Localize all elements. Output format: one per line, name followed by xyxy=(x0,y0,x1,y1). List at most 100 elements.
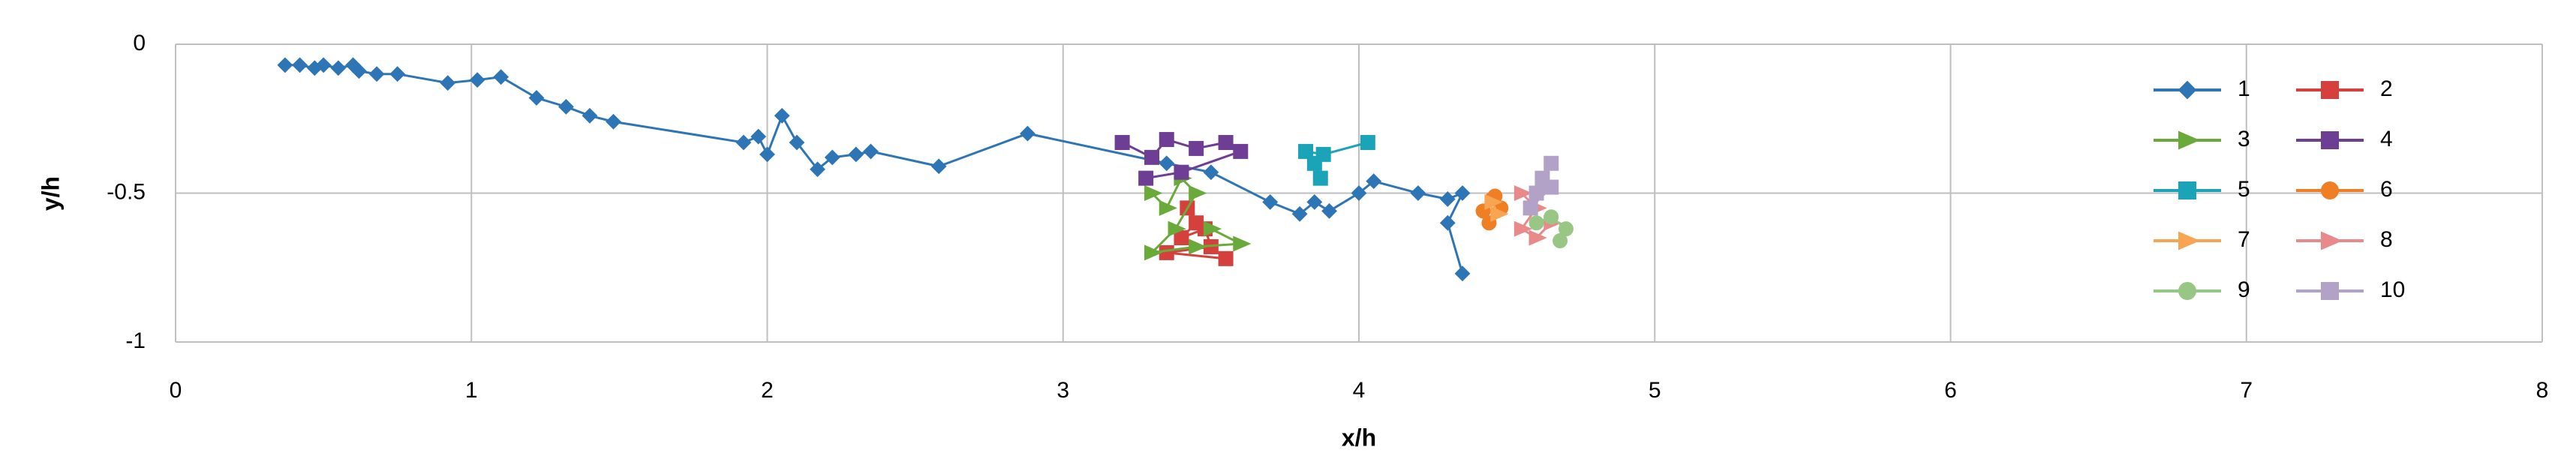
marker xyxy=(440,75,456,92)
marker xyxy=(1291,206,1308,222)
x-tick-label: 7 xyxy=(2240,378,2253,403)
marker xyxy=(1189,140,1204,156)
x-tick-label: 4 xyxy=(1353,378,1366,403)
marker xyxy=(848,146,864,163)
marker xyxy=(1168,220,1186,237)
marker xyxy=(1543,209,1559,225)
marker xyxy=(606,113,621,130)
y-axis-title: y/h xyxy=(37,176,64,211)
marker xyxy=(1513,220,1533,237)
legend-label: 10 xyxy=(2380,278,2405,302)
marker xyxy=(1138,170,1154,186)
marker xyxy=(1522,200,1538,216)
marker xyxy=(2321,131,2339,149)
marker xyxy=(1490,206,1509,222)
marker xyxy=(1218,250,1234,266)
marker xyxy=(1233,236,1252,252)
marker xyxy=(1174,230,1189,246)
marker xyxy=(2321,231,2343,250)
marker xyxy=(292,57,308,74)
y-tick-label: -0.5 xyxy=(107,179,146,204)
marker xyxy=(1410,185,1426,201)
marker xyxy=(1203,164,1219,181)
marker xyxy=(774,107,790,124)
marker xyxy=(1360,135,1375,151)
marker xyxy=(2178,80,2197,100)
marker xyxy=(277,57,293,74)
marker xyxy=(582,107,598,124)
legend-label: 8 xyxy=(2380,227,2393,252)
marker xyxy=(315,57,332,74)
legend-label: 3 xyxy=(2238,127,2250,152)
marker xyxy=(2178,282,2196,300)
x-tick-label: 1 xyxy=(465,378,478,403)
legend-label: 5 xyxy=(2238,177,2250,202)
marker xyxy=(493,69,509,86)
marker xyxy=(1020,125,1036,142)
x-tick-label: 3 xyxy=(1057,378,1069,403)
marker xyxy=(2178,130,2200,150)
series-line xyxy=(284,64,1465,274)
marker xyxy=(1262,194,1279,210)
x-tick-label: 0 xyxy=(170,378,182,403)
marker xyxy=(1189,238,1207,255)
marker xyxy=(2178,231,2200,250)
marker xyxy=(824,149,840,166)
legend-label: 7 xyxy=(2238,227,2250,252)
marker xyxy=(930,158,947,175)
marker xyxy=(330,60,347,76)
marker xyxy=(1144,149,1160,165)
marker xyxy=(1553,233,1568,249)
marker xyxy=(1144,244,1163,261)
marker xyxy=(1543,155,1559,171)
marker xyxy=(1174,164,1189,180)
marker xyxy=(1159,200,1177,216)
marker xyxy=(1298,143,1314,159)
marker xyxy=(1159,155,1175,172)
marker xyxy=(1366,173,1382,190)
y-tick-label: -1 xyxy=(125,328,146,353)
legend-label: 6 xyxy=(2380,177,2393,202)
marker xyxy=(558,98,574,115)
marker xyxy=(1233,143,1249,159)
marker xyxy=(351,63,367,80)
marker xyxy=(1439,214,1456,231)
marker xyxy=(1454,185,1471,201)
marker xyxy=(810,161,825,178)
marker xyxy=(2321,282,2339,300)
marker xyxy=(1312,170,1328,186)
y-tick-label: 0 xyxy=(133,31,146,56)
marker xyxy=(1159,132,1174,148)
legend-label: 2 xyxy=(2380,76,2393,101)
marker xyxy=(789,134,805,151)
marker xyxy=(1351,185,1367,201)
marker xyxy=(1439,191,1456,207)
x-tick-label: 5 xyxy=(1649,378,1661,403)
marker xyxy=(759,146,775,163)
marker xyxy=(469,72,485,88)
marker xyxy=(1513,184,1533,202)
marker xyxy=(1306,155,1322,171)
marker xyxy=(750,128,767,145)
marker xyxy=(2321,81,2339,99)
marker xyxy=(2178,182,2196,200)
legend-label: 4 xyxy=(2380,127,2393,152)
legend-label: 9 xyxy=(2238,278,2250,302)
marker xyxy=(1543,179,1559,195)
marker xyxy=(1528,185,1544,201)
marker xyxy=(735,134,752,151)
marker xyxy=(1321,202,1337,219)
x-tick-label: 8 xyxy=(2536,378,2549,403)
marker xyxy=(1114,135,1130,151)
marker xyxy=(1528,230,1547,246)
marker xyxy=(2321,182,2339,200)
marker xyxy=(368,66,385,82)
marker xyxy=(1454,266,1471,282)
marker xyxy=(1306,194,1323,210)
marker xyxy=(1189,184,1207,202)
marker xyxy=(863,143,879,160)
marker xyxy=(1203,220,1222,237)
marker xyxy=(528,90,545,106)
marker xyxy=(1484,194,1503,210)
